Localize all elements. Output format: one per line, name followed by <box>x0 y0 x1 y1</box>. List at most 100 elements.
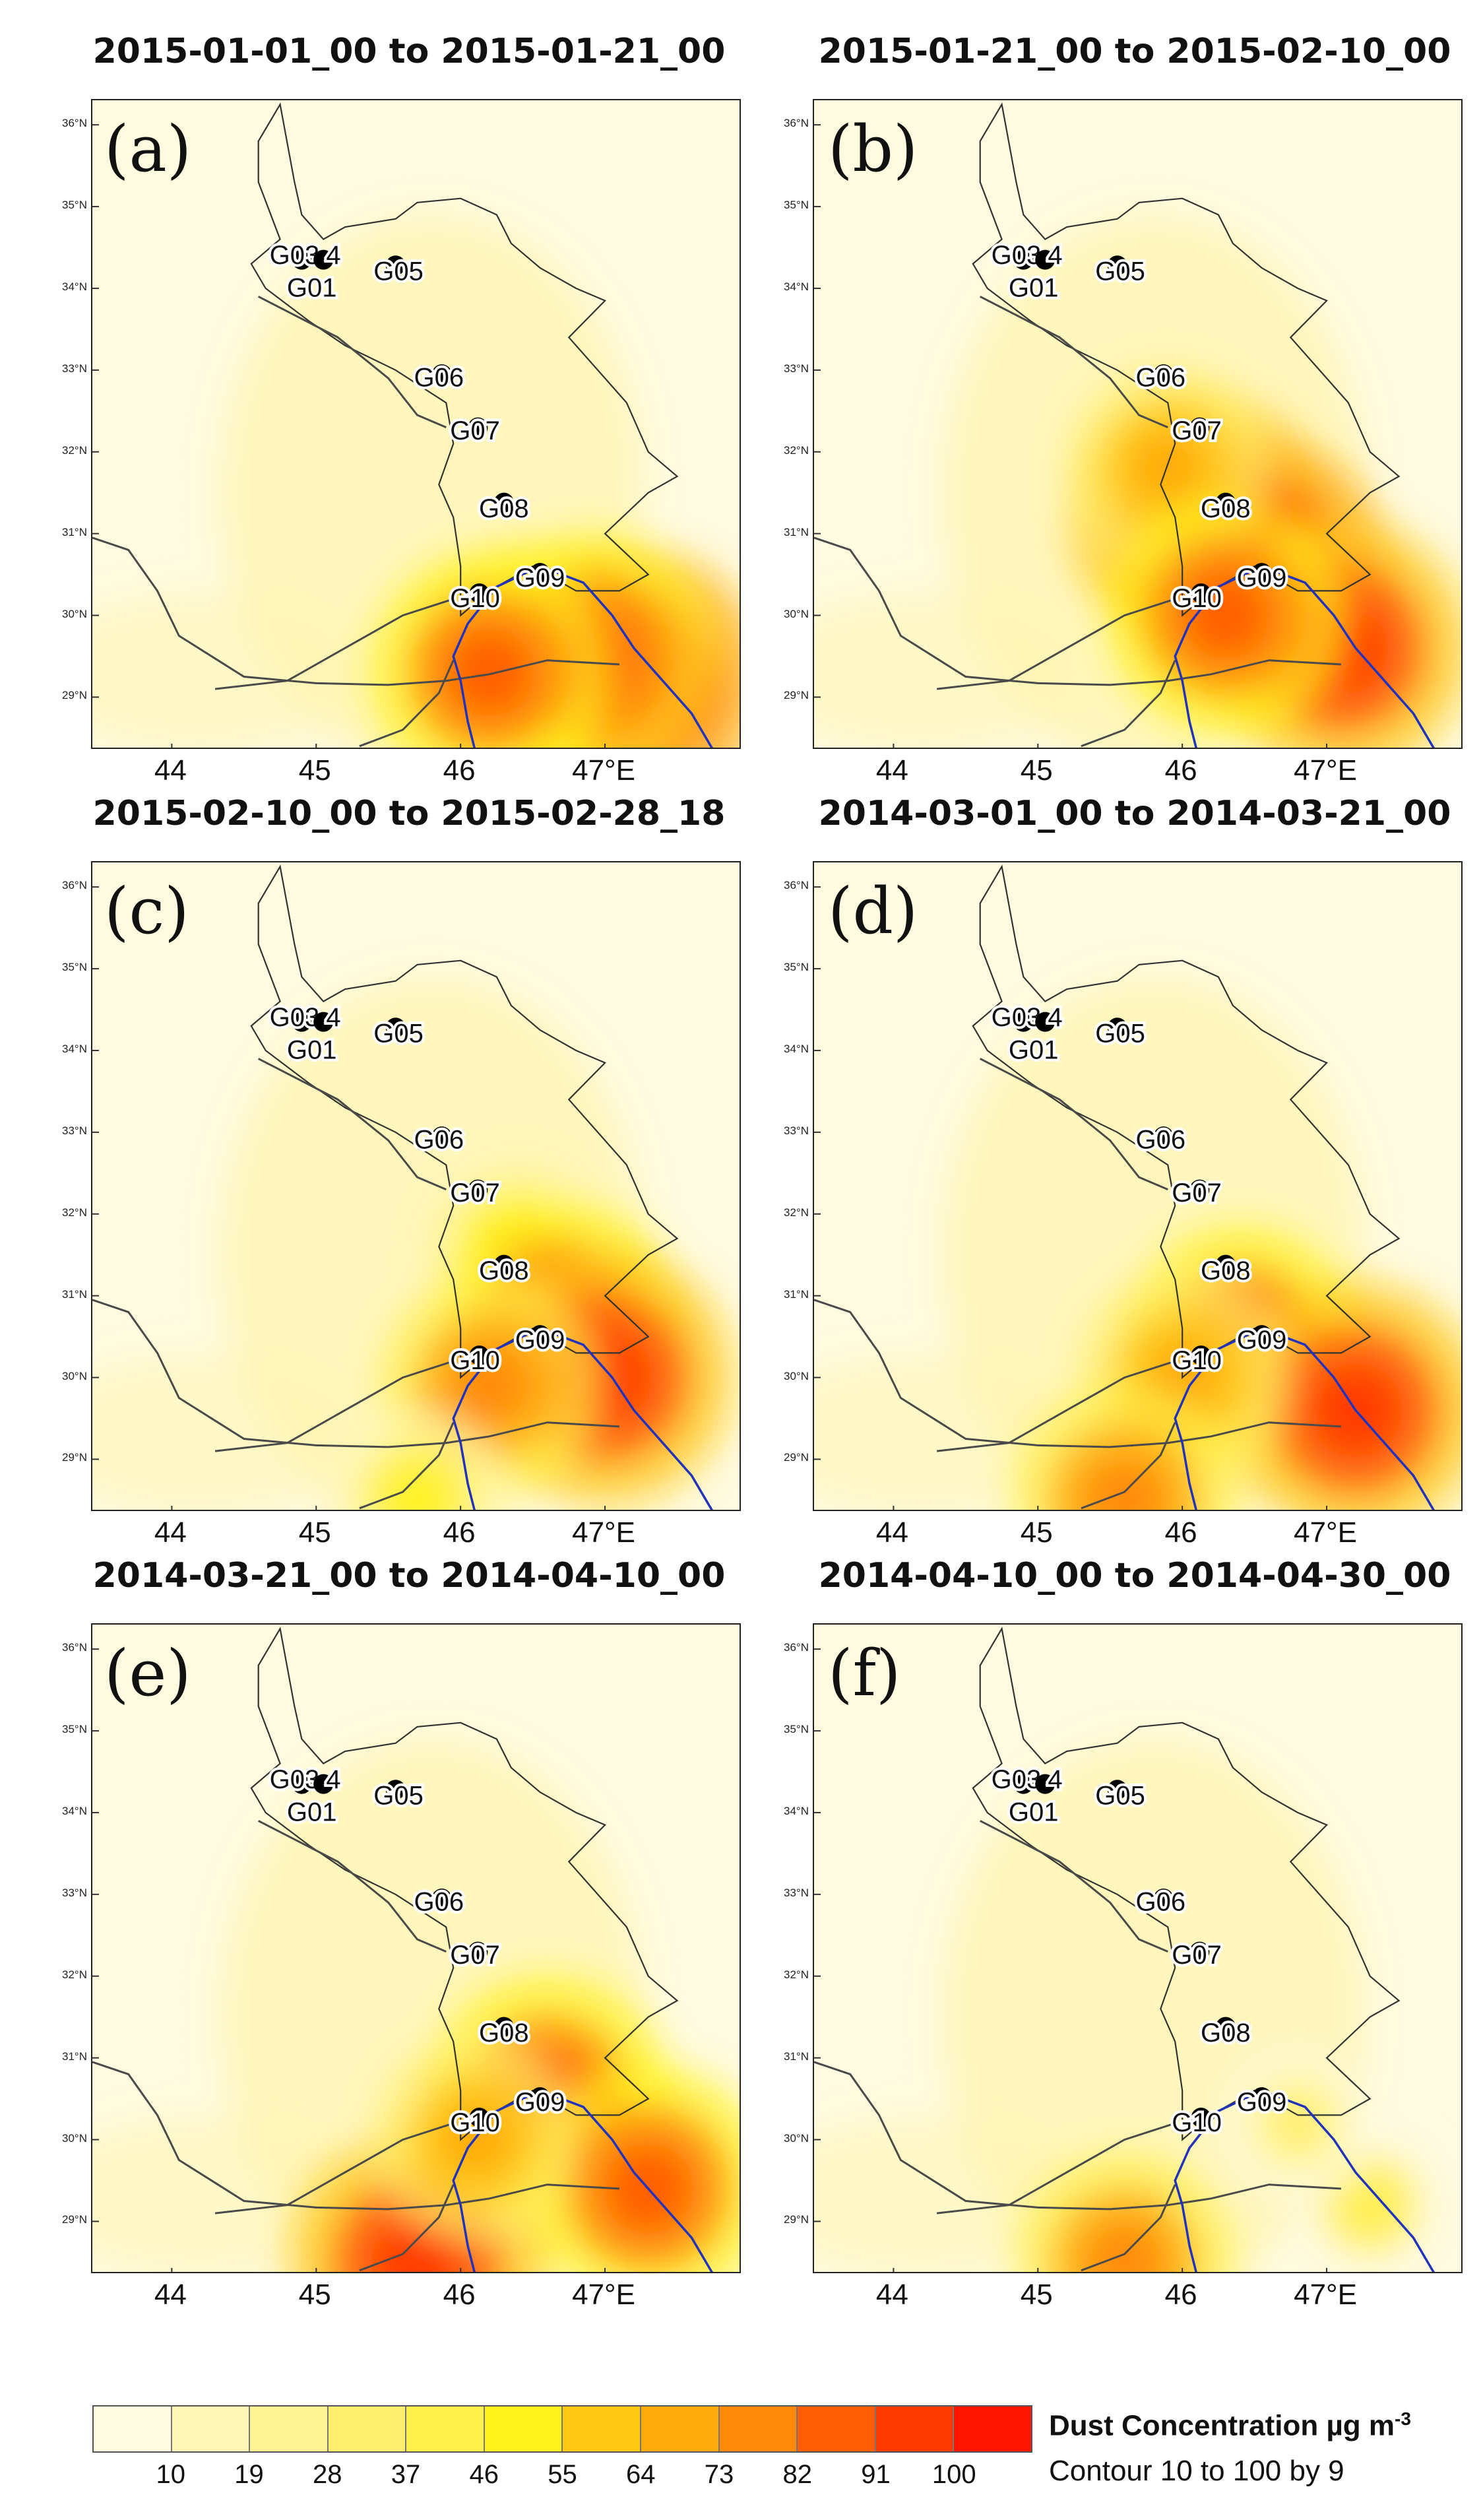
station-label: G09 <box>515 2088 565 2117</box>
station-label: G08 <box>479 2019 529 2048</box>
map-svg: G01 G03 4 G05 G06 G07 G08 G09 G10 <box>92 100 740 748</box>
lat-tick-label: 34°N <box>62 1042 87 1055</box>
border-line <box>814 2061 1341 2211</box>
lat-tick-label: 35°N <box>784 1723 809 1736</box>
station-label: G10 <box>1172 2108 1222 2137</box>
lat-tick-label: 33°N <box>62 362 87 375</box>
colorbar-label: 10 <box>156 2460 186 2489</box>
hotspot-peak <box>449 1345 530 1427</box>
lat-tick-label: 29°N <box>784 2213 809 2226</box>
lat-tick-label: 30°N <box>62 607 87 620</box>
station-marker <box>292 1774 312 1794</box>
hotspot-peak <box>385 1468 450 1510</box>
lat-tick-label: 32°N <box>62 443 87 457</box>
lon-tick-label: 44 <box>154 1516 187 1549</box>
lat-tick-label: 34°N <box>62 280 87 293</box>
panel-label-d: (d) <box>828 874 918 948</box>
lon-tick-label: 46 <box>1164 1516 1197 1549</box>
station-label: G08 <box>479 1256 529 1285</box>
lat-tick-label: 31°N <box>784 2050 809 2063</box>
station-marker <box>1189 1179 1210 1200</box>
station-label: G08 <box>1201 494 1251 523</box>
station-marker <box>530 563 550 583</box>
colorbar-label: 91 <box>861 2460 891 2489</box>
station-marker <box>1013 1774 1034 1794</box>
station-marker <box>1107 255 1127 276</box>
lat-tick-label: 34°N <box>62 1804 87 1817</box>
station-marker <box>313 1012 334 1032</box>
lat-tick-label: 29°N <box>784 689 809 702</box>
lat-tick-label: 32°N <box>784 1968 809 1981</box>
lon-tick-label: 46 <box>443 2278 476 2311</box>
lat-tick-label: 36°N <box>62 879 87 892</box>
station-marker <box>1251 1325 1272 1345</box>
station-marker <box>468 1179 488 1200</box>
station-marker <box>1153 1126 1174 1147</box>
border-line <box>258 296 447 428</box>
lon-tick-label: 44 <box>875 1516 908 1549</box>
haze-ellipse <box>92 1355 366 1510</box>
station-label: 4 <box>326 1765 340 1794</box>
lon-tick-label: 45 <box>1020 1516 1053 1549</box>
map-svg: G01 G03 4 G05 G06 G07 G08 G09 G10 <box>814 862 1461 1510</box>
colorbar-swatch <box>875 2407 955 2451</box>
lon-tick-label: 47°E <box>572 2278 635 2311</box>
lon-tick-label: 46 <box>1164 754 1197 787</box>
station-marker <box>313 249 334 270</box>
panel-title-a: 2015-01-01_00 to 2015-01-21_00 <box>92 32 726 71</box>
station-label: G07 <box>450 416 500 445</box>
map-svg: G01 G03 4 G05 G06 G07 G08 G09 G10 <box>92 1625 740 2272</box>
colorbar-label: 73 <box>704 2460 734 2489</box>
station-marker <box>1251 563 1272 583</box>
lat-tick-label: 35°N <box>62 961 87 974</box>
lat-tick-label: 30°N <box>784 1369 809 1382</box>
station-marker <box>1251 2087 1272 2108</box>
colorbar <box>92 2405 1032 2453</box>
lon-tick-label: 45 <box>298 1516 331 1549</box>
colorbar-swatch <box>406 2407 485 2451</box>
station-label: 4 <box>326 241 340 270</box>
station-label: G03 <box>992 1003 1042 1032</box>
station-marker <box>1013 1012 1034 1032</box>
border-line <box>214 1360 454 1452</box>
station-label: G05 <box>1095 257 1145 286</box>
border-line <box>1081 660 1176 748</box>
lat-tick-label: 33°N <box>784 1886 809 1899</box>
lat-tick-label: 35°N <box>62 1723 87 1736</box>
station-label: G10 <box>1172 1346 1222 1375</box>
panel-title-d: 2014-03-01_00 to 2014-03-21_00 <box>818 794 1451 833</box>
border-line <box>980 1820 1168 1953</box>
lat-tick-label: 29°N <box>62 689 87 702</box>
hotspot-layer <box>329 1161 734 1510</box>
hotspot-peak <box>1341 2176 1399 2234</box>
station-label: G03 <box>270 241 320 270</box>
station-label: G03 <box>992 241 1042 270</box>
station-label: G07 <box>450 1941 500 1970</box>
station-label: G01 <box>287 1797 337 1826</box>
colorbar-swatch <box>250 2407 329 2451</box>
border-line <box>1081 1422 1176 1510</box>
colorbar-swatch <box>328 2407 407 2451</box>
border-line <box>214 598 454 690</box>
lat-tick-label: 29°N <box>62 1451 87 1464</box>
station-marker <box>385 1780 406 1800</box>
border-line <box>359 2184 455 2272</box>
basin-outline <box>972 864 1401 1379</box>
station-label: G08 <box>1201 2019 1251 2048</box>
hotspot-peak <box>445 628 534 717</box>
colorbar-label: 55 <box>548 2460 577 2489</box>
lon-tick-label: 46 <box>1164 2278 1197 2311</box>
basin-outline <box>250 102 679 617</box>
station-marker <box>431 1889 452 1909</box>
colorbar-swatch <box>172 2407 251 2451</box>
station-marker <box>493 2017 514 2037</box>
station-label: G08 <box>1201 1256 1251 1285</box>
hotspot-peak <box>1130 430 1205 506</box>
map-svg: G01 G03 4 G05 G06 G07 G08 G09 G10 <box>92 862 740 1510</box>
station-label: G03 <box>270 1003 320 1032</box>
border-line <box>1081 2184 1176 2272</box>
station-marker <box>292 1012 312 1032</box>
station-marker <box>1107 1018 1127 1038</box>
panel-label-c: (c) <box>104 874 189 948</box>
panel-title-c: 2015-02-10_00 to 2015-02-28_18 <box>92 794 726 833</box>
